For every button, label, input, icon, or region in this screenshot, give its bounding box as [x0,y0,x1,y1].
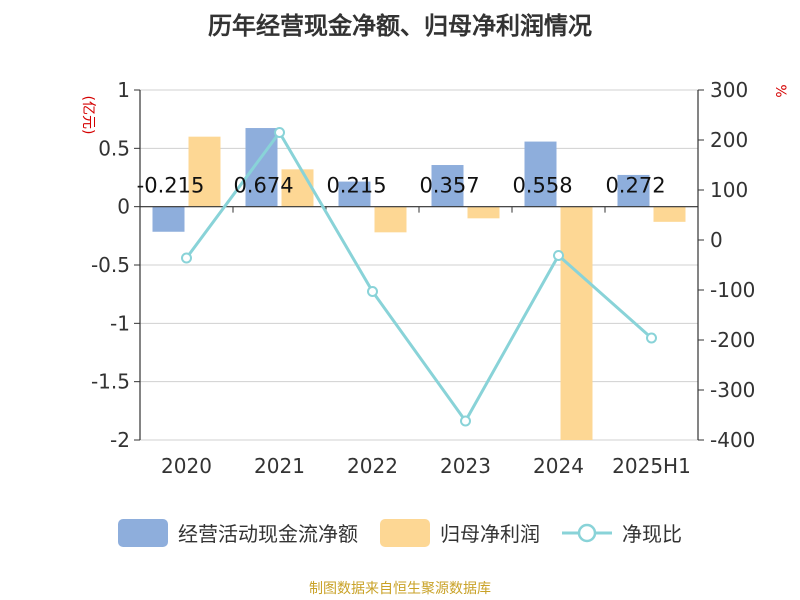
legend: 经营活动现金流净额 归母净利润 净现比 [0,518,800,547]
grid-lines [140,89,698,441]
bar-cashflow [152,206,185,232]
bar-net-profit [467,206,500,219]
x-tick-label: 2022 [347,454,398,478]
right-axis-unit-label: % [772,84,788,97]
ratio-point [367,286,378,297]
ratio-point [274,127,285,138]
legend-item-net-profit[interactable]: 归母净利润 [380,518,540,547]
x-tick-label: 2025H1 [612,454,691,478]
data-label-cashflow: 0.215 [326,174,386,198]
legend-label-ratio: 净现比 [622,522,682,546]
data-label-cashflow: 0.272 [605,174,665,198]
ratio-point [646,332,657,344]
right-tick-label: -400 [710,428,755,452]
bar-cashflow [524,141,557,207]
x-tick-label: 2024 [533,454,584,478]
bar-cashflow [338,181,371,207]
right-tick-label: 0 [710,228,723,252]
bar-net-profit [281,169,314,207]
bar-net-profit [653,206,686,222]
legend-swatch-net-profit [380,518,430,547]
chart-title: 历年经营现金净额、归母净利润情况 [208,12,592,40]
legend-item-ratio[interactable]: 净现比 [562,518,682,547]
left-tick-label: -2 [110,428,130,452]
bar-net-profit [560,206,593,440]
data-label-cashflow: -0.215 [137,174,205,198]
bars-layer [152,128,686,440]
ratio-line-layer [181,127,657,427]
right-tick-label: -200 [710,328,755,352]
ratio-point [553,250,564,261]
legend-label-net-profit: 归母净利润 [440,522,540,546]
legend-label-cashflow: 经营活动现金流净额 [178,522,358,546]
left-tick-label: -1.5 [91,370,130,394]
left-axis-unit-label: (亿元) [80,96,96,135]
legend-line-marker-icon [562,523,612,542]
left-tick-label: 1 [117,78,130,102]
right-tick-label: -100 [710,278,755,302]
x-tick-label: 2023 [440,454,491,478]
data-label-cashflow: 0.674 [233,174,293,198]
right-tick-label: -300 [710,378,755,402]
left-tick-label: 0 [117,195,130,219]
bar-cashflow [617,174,650,207]
legend-item-cashflow[interactable]: 经营活动现金流净额 [118,518,358,547]
bar-net-profit [188,136,221,207]
bar-cashflow [431,165,464,207]
left-tick-label: 0.5 [98,136,130,160]
source-note: 制图数据来自恒生聚源数据库 [309,581,491,597]
left-tick-label: -0.5 [91,253,130,277]
right-tick-label: 100 [710,178,748,202]
left-tick-label: -1 [110,311,130,335]
right-tick-label: 200 [710,128,748,152]
data-label-cashflow: 0.357 [419,174,479,198]
bar-net-profit [374,206,407,233]
data-label-cashflow: 0.558 [512,174,572,198]
right-tick-label: 300 [710,78,748,102]
data-labels-layer: -0.215 0.674 0.215 0.357 0.558 0.272 [137,174,666,198]
ratio-point [181,252,192,264]
x-tick-label: 2020 [161,454,212,478]
legend-swatch-cashflow [118,518,168,547]
axes-layer: 1 0.5 0 -0.5 -1 -1.5 -2 300 200 100 0 -100 -200 -300 -… [80,78,788,478]
ratio-point [460,415,471,427]
x-tick-label: 2021 [254,454,305,478]
ratio-line [185,131,653,423]
